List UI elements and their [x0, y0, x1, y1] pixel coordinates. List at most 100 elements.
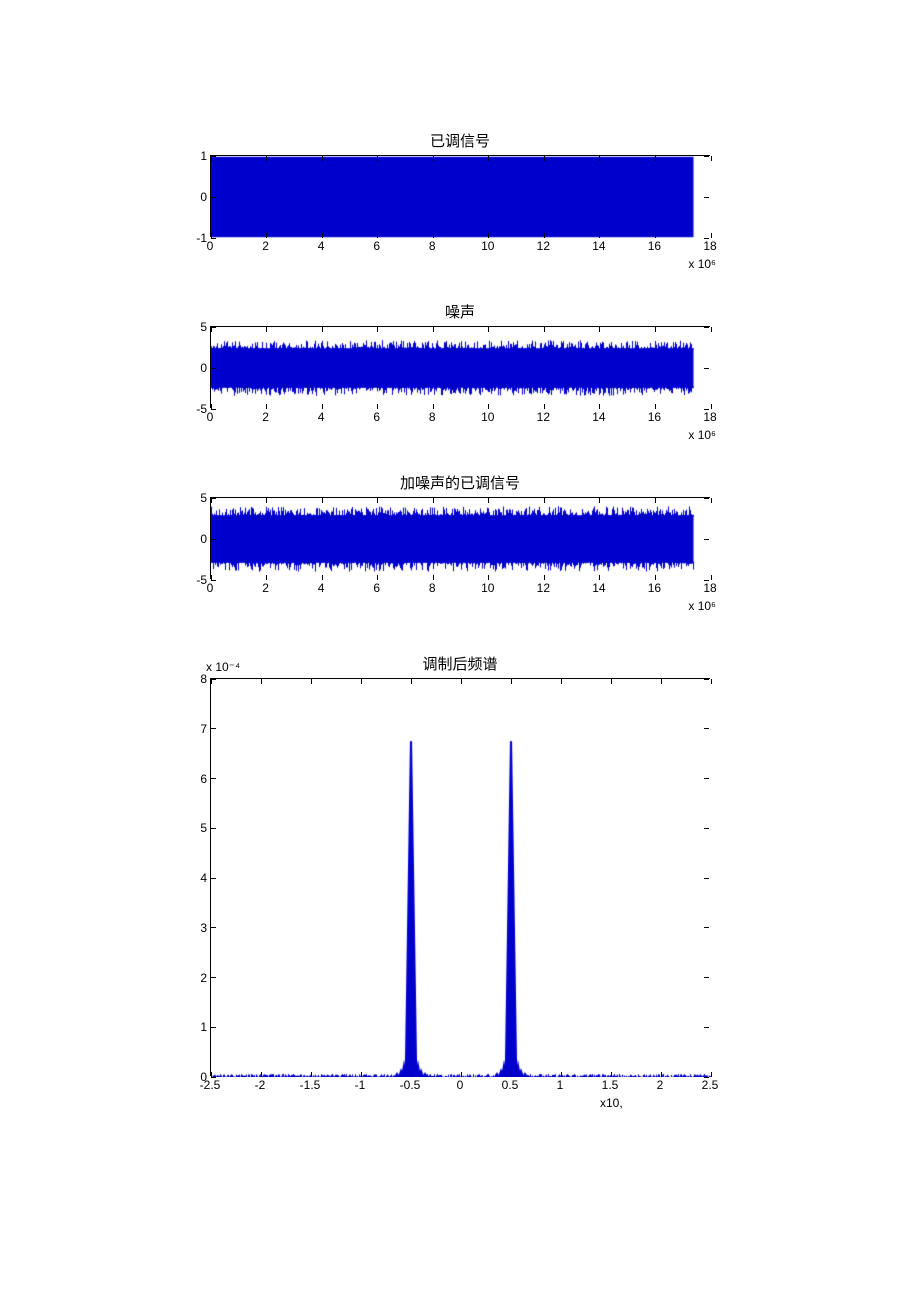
- x-exponent-label: x10,: [600, 1096, 623, 1110]
- xtick-mark-top: [377, 498, 378, 503]
- ytick-label: 6: [181, 772, 207, 786]
- xtick-label: 18: [703, 239, 716, 253]
- xtick-mark-top: [211, 679, 212, 684]
- y-axis: -505: [181, 327, 207, 407]
- xtick-label: 6: [373, 239, 380, 253]
- plot-area: -101: [210, 155, 710, 237]
- xtick-label: 18: [703, 410, 716, 424]
- ytick-label: 2: [181, 971, 207, 985]
- xtick-label: 16: [648, 239, 661, 253]
- ytick-mark: [211, 197, 216, 198]
- xtick-label: -2.5: [200, 1078, 221, 1092]
- xtick-mark-top: [599, 498, 600, 503]
- xtick-mark-top: [611, 679, 612, 684]
- x-exponent-label: x 10⁶: [196, 599, 716, 613]
- xtick-mark-top: [599, 156, 600, 161]
- x-exponent-label: x 10⁶: [196, 428, 716, 442]
- ytick-mark: [211, 156, 216, 157]
- subplot-0: 已调信号-101024681012141618x 10⁶: [190, 130, 730, 271]
- xtick-label: 0: [207, 239, 214, 253]
- xtick-label: -1: [355, 1078, 366, 1092]
- x-axis: -2.5-2-1.5-1-0.500.511.522.5: [210, 1076, 710, 1094]
- ytick-mark: [211, 327, 216, 328]
- ytick-mark-right: [704, 156, 709, 157]
- ytick-mark: [211, 1027, 216, 1028]
- ytick-label: 4: [181, 871, 207, 885]
- xtick-label: 18: [703, 581, 716, 595]
- plot-area: -505: [210, 497, 710, 579]
- subplot-title: 已调信号: [190, 130, 730, 151]
- spectrum-plot-area: 012345678: [210, 678, 710, 1076]
- ytick-mark: [211, 977, 216, 978]
- xtick-mark-top: [377, 327, 378, 332]
- xtick-mark-top: [544, 156, 545, 161]
- xtick-mark-top: [433, 327, 434, 332]
- xtick-label: 6: [373, 410, 380, 424]
- ytick-label: 0: [181, 532, 207, 546]
- xtick-mark-top: [488, 327, 489, 332]
- xtick-label: 8: [429, 239, 436, 253]
- xtick-mark-top: [266, 498, 267, 503]
- x-exponent-label: x 10⁶: [196, 257, 716, 271]
- xtick-mark: [711, 575, 712, 580]
- xtick-mark-top: [661, 679, 662, 684]
- ytick-mark-right: [704, 828, 709, 829]
- ytick-mark: [211, 539, 216, 540]
- xtick-mark-top: [711, 679, 712, 684]
- xtick-label: 10: [481, 410, 494, 424]
- xtick-mark-top: [544, 327, 545, 332]
- xtick-mark: [711, 233, 712, 238]
- xtick-mark: [711, 1072, 712, 1077]
- xtick-label: 8: [429, 581, 436, 595]
- ytick-mark: [211, 878, 216, 879]
- xtick-label: 0: [207, 410, 214, 424]
- ytick-mark: [211, 927, 216, 928]
- subplot-1: 噪声-505024681012141618x 10⁶: [190, 301, 730, 442]
- page: 已调信号-101024681012141618x 10⁶噪声-505024681…: [0, 0, 920, 1310]
- x-axis: 024681012141618: [210, 408, 710, 426]
- xtick-mark-top: [266, 327, 267, 332]
- xtick-mark-top: [433, 156, 434, 161]
- signal-canvas: [211, 498, 711, 580]
- xtick-mark-top: [711, 327, 712, 332]
- xtick-mark-top: [655, 498, 656, 503]
- ytick-label: 1: [181, 1020, 207, 1034]
- ytick-mark-right: [704, 1027, 709, 1028]
- ytick-label: 5: [181, 320, 207, 334]
- xtick-label: 14: [592, 410, 605, 424]
- xtick-label: 4: [318, 581, 325, 595]
- ytick-mark-right: [704, 728, 709, 729]
- spectrum-title: 调制后频谱: [190, 653, 730, 674]
- y-exponent-label: x 10⁻⁴: [206, 660, 240, 674]
- xtick-label: -2: [255, 1078, 266, 1092]
- xtick-mark-top: [488, 156, 489, 161]
- xtick-label: 1: [557, 1078, 564, 1092]
- ytick-mark-right: [704, 878, 709, 879]
- xtick-mark-top: [655, 156, 656, 161]
- ytick-label: 5: [181, 491, 207, 505]
- subplot-title: 加噪声的已调信号: [190, 472, 730, 493]
- ytick-mark-right: [704, 327, 709, 328]
- y-axis: -505: [181, 498, 207, 578]
- xtick-mark-top: [711, 498, 712, 503]
- spectrum-canvas: [211, 679, 711, 1077]
- ytick-mark: [211, 828, 216, 829]
- xtick-mark-top: [655, 327, 656, 332]
- subplot-title: 噪声: [190, 301, 730, 322]
- xtick-mark-top: [599, 327, 600, 332]
- xtick-label: 2: [262, 410, 269, 424]
- ytick-mark: [211, 679, 216, 680]
- xtick-mark-top: [377, 156, 378, 161]
- xtick-label: 0: [457, 1078, 464, 1092]
- xtick-mark-top: [511, 679, 512, 684]
- subplot-2: 加噪声的已调信号 -505024681012141618 x 10⁶: [190, 472, 730, 613]
- ytick-label: 3: [181, 921, 207, 935]
- xtick-mark-top: [361, 679, 362, 684]
- ytick-label: -5: [181, 402, 207, 416]
- xtick-label: 2.5: [702, 1078, 719, 1092]
- ytick-mark: [211, 778, 216, 779]
- xtick-mark-top: [411, 679, 412, 684]
- x-axis: 024681012141618: [210, 579, 710, 597]
- ytick-label: -5: [181, 573, 207, 587]
- xtick-mark-top: [322, 156, 323, 161]
